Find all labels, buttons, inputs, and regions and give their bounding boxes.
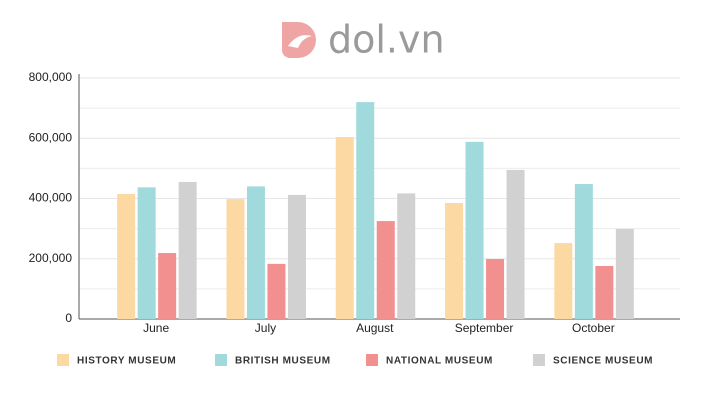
- bar: [486, 259, 505, 319]
- y-tick-label: 200,000: [29, 251, 73, 265]
- watermark: dol.vn: [328, 18, 445, 62]
- bar: [595, 265, 614, 319]
- y-tick-label: 600,000: [29, 130, 73, 144]
- x-tick-label: October: [572, 321, 615, 335]
- bar: [397, 193, 416, 319]
- bar: [287, 194, 306, 319]
- bar: [335, 137, 354, 319]
- bar: [178, 181, 197, 319]
- bar: [506, 169, 525, 319]
- x-tick-label: July: [255, 321, 276, 335]
- bar: [356, 102, 375, 319]
- bar: [554, 243, 573, 319]
- bar: [445, 203, 464, 319]
- legend-swatch: [533, 354, 545, 366]
- bar: [246, 186, 265, 319]
- y-tick-label: 800,000: [29, 70, 73, 84]
- y-tick-label: 0: [65, 311, 72, 325]
- legend-swatch: [215, 354, 227, 366]
- x-tick-label: August: [356, 321, 394, 335]
- bar: [267, 263, 286, 319]
- legend-text: BRITISH MUSEUM: [235, 356, 331, 367]
- x-tick-label: June: [143, 321, 169, 335]
- legend-swatch: [57, 354, 69, 366]
- bar: [465, 141, 484, 319]
- legend-text: NATIONAL MUSEUM: [386, 356, 493, 367]
- bar: [574, 184, 593, 319]
- legend-swatch: [366, 354, 378, 366]
- bar: [158, 253, 177, 319]
- legend-text: SCIENCE MUSEUM: [553, 356, 653, 367]
- legend-text: HISTORY MUSEUM: [77, 356, 176, 367]
- bar: [376, 221, 395, 319]
- logo: dol.vn: [282, 18, 445, 62]
- bar: [226, 199, 245, 319]
- x-tick-label: September: [455, 321, 514, 335]
- bar: [615, 228, 634, 319]
- bar: [117, 193, 136, 319]
- y-tick-label: 400,000: [29, 191, 73, 205]
- bar: [137, 187, 156, 319]
